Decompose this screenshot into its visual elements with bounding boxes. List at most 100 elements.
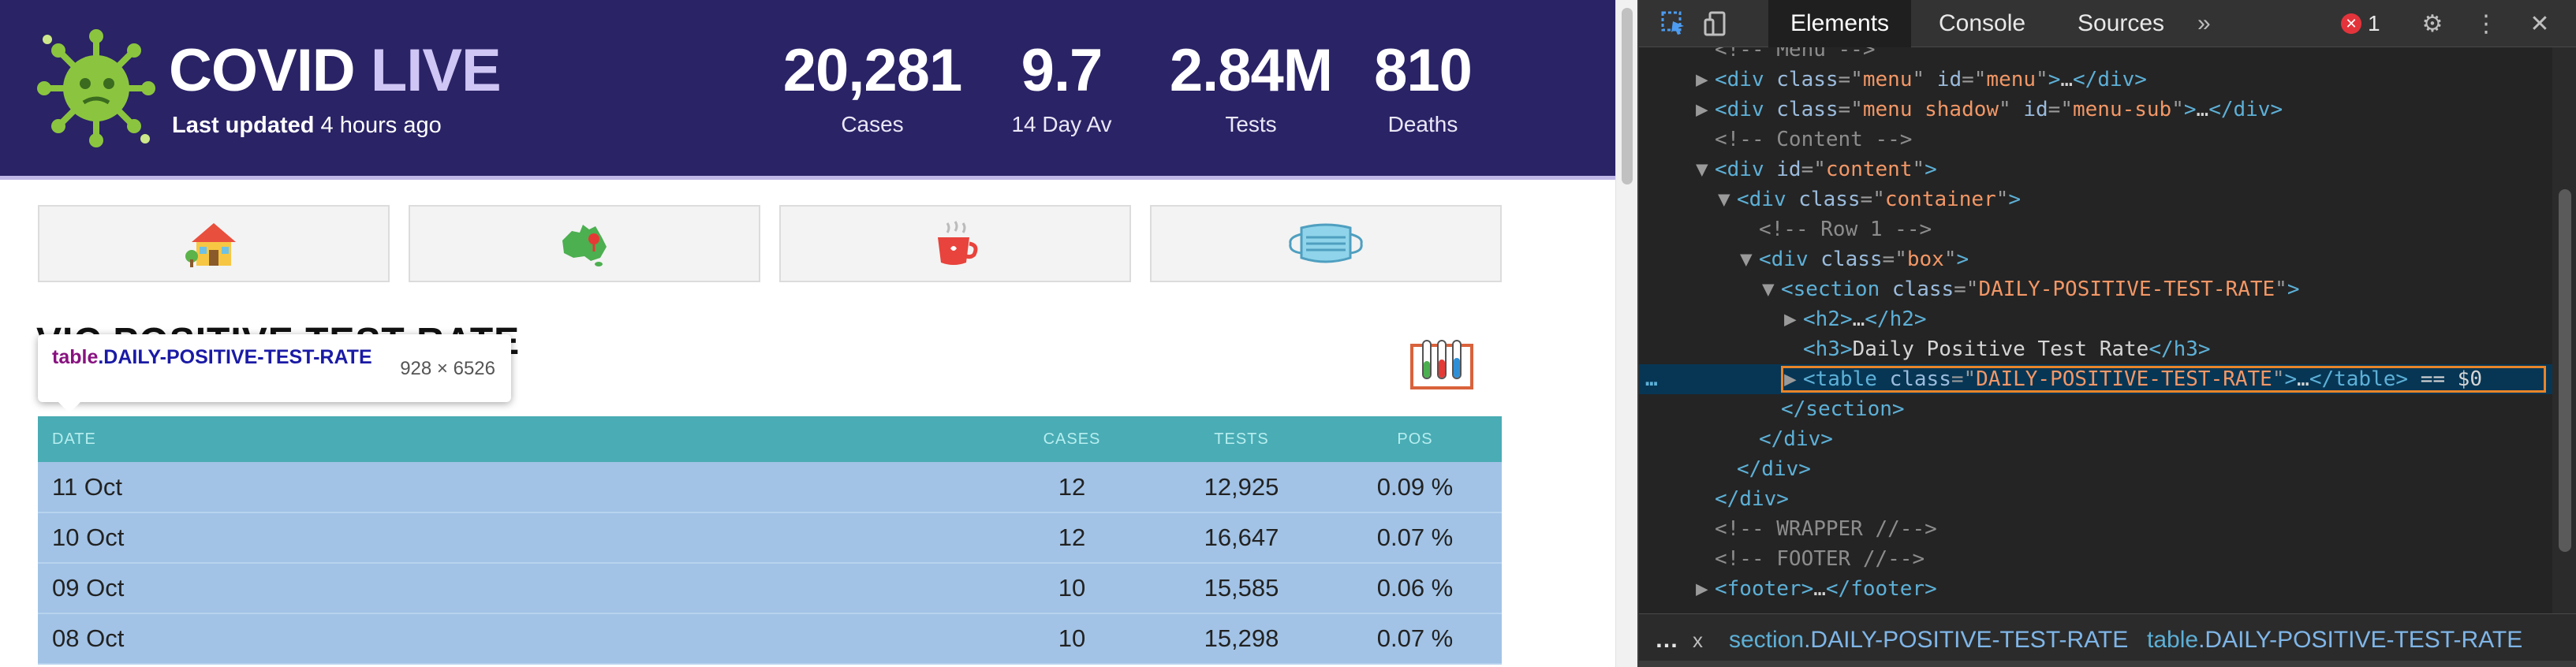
site-header: COVID LIVE Last updated 4 hours ago 20,2… — [0, 0, 1615, 180]
quick-link-cafe[interactable] — [779, 205, 1131, 282]
attr-quote: =" — [1882, 248, 1907, 271]
inspect-element-icon[interactable] — [1658, 8, 1689, 39]
dom-node-line[interactable]: ▶ <div class="menu" id="menu">…</div> — [1639, 65, 2576, 95]
page-scrollbar[interactable] — [1615, 0, 1637, 667]
breadcrumb-more[interactable]: … — [1655, 627, 1678, 653]
settings-gear-icon[interactable]: ⚙ — [2421, 10, 2443, 37]
attr-quote: " — [2275, 278, 2287, 301]
tag-name: <div — [1759, 248, 1809, 271]
breadcrumb-close[interactable]: x — [1693, 628, 1703, 652]
breadcrumb-item-section[interactable]: section.DAILY-POSITIVE-TEST-RATE — [1729, 627, 2128, 654]
stat-label: 14 Day Av — [1011, 112, 1112, 136]
attr-name: class — [1876, 367, 1951, 391]
attr-value: box — [1906, 248, 1944, 271]
tooltip-class: .DAILY-POSITIVE-TEST-RATE — [98, 346, 372, 368]
node-content: … — [1813, 577, 1826, 601]
stat-value: 9.7 — [1021, 37, 1103, 104]
dom-node-line[interactable]: </div> — [1639, 424, 2576, 454]
dom-node-line[interactable]: </div> — [1639, 484, 2576, 514]
tab-elements[interactable]: Elements — [1768, 0, 1912, 47]
expand-arrow-icon: ▼ — [1718, 188, 1730, 211]
attr-quote: " — [2171, 98, 2184, 121]
closing-tag: </section> — [1781, 397, 1905, 421]
column-header-cases[interactable]: CASES — [989, 416, 1155, 462]
dom-tree-scrollbar-thumb[interactable] — [2559, 189, 2571, 552]
table-row: 08 Oct 10 15,298 0.07 % — [38, 613, 1502, 665]
dom-node-line[interactable]: </div> — [1639, 454, 2576, 484]
dom-node-line[interactable]: ▼ <div id="content"> — [1639, 155, 2576, 184]
expand-arrow-icon: ▶ — [1696, 68, 1708, 91]
dom-comment-line[interactable]: <!-- WRAPPER //--> — [1639, 514, 2576, 544]
close-devtools-icon[interactable]: ✕ — [2529, 10, 2550, 37]
dom-node-line[interactable]: </section> — [1639, 394, 2576, 424]
quick-link-australia[interactable] — [409, 205, 760, 282]
coffee-cup-icon — [938, 221, 978, 265]
dom-node-line[interactable]: ▶ <div class="menu shadow" id="menu-sub">… — [1639, 95, 2576, 125]
comment-text: <!-- Content --> — [1715, 128, 1913, 151]
tag-name: <section — [1781, 278, 1880, 301]
stat-label: Deaths — [1387, 112, 1458, 136]
more-tabs-button[interactable]: » — [2197, 10, 2211, 36]
breadcrumb-tag: section — [1729, 627, 1805, 653]
expand-arrow-icon: ▼ — [1696, 158, 1708, 181]
dom-node-line[interactable]: ▶ <h2>…</h2> — [1639, 304, 2576, 334]
attr-name: id — [1764, 158, 1801, 181]
selected-node-menu-icon[interactable]: … — [1645, 367, 1658, 391]
tab-console[interactable]: Console — [1939, 10, 2026, 36]
console-ref: == $0 — [2408, 367, 2482, 391]
column-header-tests[interactable]: TESTS — [1155, 416, 1328, 462]
dom-node-line[interactable]: ▶ <table class="DAILY-POSITIVE-TEST-RATE"… — [1639, 364, 2576, 394]
dom-node-line[interactable]: ▶ <footer>…</footer> — [1639, 574, 2576, 604]
attr-name: id — [2010, 98, 2048, 121]
column-header-date[interactable]: DATE — [38, 416, 989, 462]
attr-value: menu shadow — [1862, 98, 1999, 121]
brand-live: LIVE — [370, 37, 502, 104]
inspect-tooltip: table.DAILY-POSITIVE-TEST-RATE 928 × 652… — [38, 334, 511, 413]
breadcrumb-tag: table — [2147, 627, 2199, 653]
table-row: 11 Oct 12 12,925 0.09 % — [38, 462, 1502, 513]
device-toolbar-icon[interactable] — [1701, 8, 1732, 39]
tab-sources[interactable]: Sources — [2078, 10, 2165, 36]
error-counter[interactable]: ✕ 1 — [2341, 11, 2380, 36]
breadcrumb-scrollbar[interactable] — [1639, 661, 2576, 667]
attr-quote: =" — [1951, 367, 1977, 391]
stat-value: 810 — [1374, 37, 1473, 104]
dom-comment-line[interactable]: <!-- Menu --> — [1639, 47, 2576, 65]
dom-comment-line[interactable]: <!-- FOOTER //--> — [1639, 544, 2576, 574]
attr-quote: =" — [1860, 188, 1885, 211]
cell-cases: 12 — [989, 462, 1155, 513]
quick-link-home[interactable] — [38, 205, 390, 282]
dom-tree-scrollbar[interactable] — [2552, 47, 2576, 613]
site-brand[interactable]: COVID LIVE — [169, 41, 502, 101]
page-scrollbar-thumb[interactable] — [1622, 8, 1633, 184]
tooltip-selector: table.DAILY-POSITIVE-TEST-RATE — [52, 345, 383, 369]
kebab-menu-icon[interactable]: ⋮ — [2474, 10, 2498, 37]
closing-tag: </div> — [1715, 487, 1789, 511]
error-count: 1 — [2368, 11, 2380, 35]
dom-node-line[interactable]: ▼ <div class="box"> — [1639, 244, 2576, 274]
quick-link-masks[interactable] — [1150, 205, 1502, 282]
virus-logo-icon[interactable] — [33, 24, 159, 150]
breadcrumb-item-table[interactable]: table.DAILY-POSITIVE-TEST-RATE — [2147, 627, 2522, 654]
daily-positive-test-rate-table: DATE CASES TESTS POS 11 Oct 12 12,925 0.… — [38, 416, 1502, 665]
house-icon — [185, 223, 236, 267]
stat-label: Tests — [1225, 112, 1277, 136]
table-row: 10 Oct 12 16,647 0.07 % — [38, 512, 1502, 564]
dom-node-line[interactable]: ▼ <section class="DAILY-POSITIVE-TEST-RAT… — [1639, 274, 2576, 304]
tag-name: <footer — [1715, 577, 1801, 601]
dom-node-line[interactable]: ▼ <div class="container"> — [1639, 184, 2576, 214]
closing-tag: </div> — [2208, 98, 2283, 121]
cell-date: 09 Oct — [38, 563, 989, 614]
cell-tests: 15,298 — [1155, 613, 1328, 665]
expand-arrow-icon: ▶ — [1696, 577, 1708, 601]
dom-comment-line[interactable]: <!-- Content --> — [1639, 125, 2576, 155]
cell-cases: 10 — [989, 613, 1155, 665]
dom-comment-line[interactable]: <!-- Row 1 --> — [1639, 214, 2576, 244]
column-header-pos[interactable]: POS — [1328, 416, 1502, 462]
attr-quote: " — [1943, 248, 1957, 271]
attr-name: class — [1786, 188, 1861, 211]
dom-node-line[interactable]: <h3>Daily Positive Test Rate</h3> — [1639, 334, 2576, 364]
closing-tag: </div> — [1737, 457, 1811, 481]
attr-name: class — [1880, 278, 1954, 301]
face-mask-icon — [1289, 223, 1363, 263]
